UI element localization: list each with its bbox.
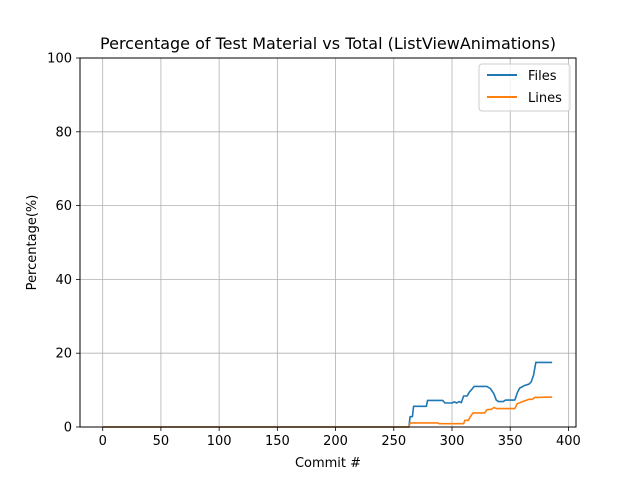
plot-area	[80, 58, 576, 427]
chart-title: Percentage of Test Material vs Total (Li…	[100, 34, 556, 53]
x-tick-label: 200	[323, 434, 348, 449]
x-tick-label: 300	[440, 434, 465, 449]
x-tick-label: 0	[99, 434, 107, 449]
y-axis: 0 20 40 60 80 100	[47, 52, 80, 436]
legend-label-lines: Lines	[528, 91, 562, 106]
y-tick-label: 80	[55, 125, 72, 140]
y-tick-label: 60	[55, 199, 72, 214]
x-axis: 0 50 100 150 200 250 300 350 400	[99, 427, 581, 449]
x-tick-label: 350	[498, 434, 523, 449]
y-tick-label: 0	[64, 421, 72, 436]
x-tick-label: 150	[265, 434, 290, 449]
x-tick-label: 100	[207, 434, 232, 449]
y-tick-label: 40	[55, 273, 72, 288]
x-tick-label: 50	[153, 434, 170, 449]
legend-label-files: Files	[528, 69, 557, 84]
y-tick-label: 100	[47, 52, 72, 67]
y-tick-label: 20	[55, 347, 72, 362]
x-axis-label: Commit #	[295, 456, 361, 471]
series-line-lines	[102, 396, 553, 428]
plot-frame	[79, 57, 577, 428]
y-axis-label: Percentage(%)	[25, 195, 40, 291]
x-tick-label: 400	[556, 434, 581, 449]
x-tick-label: 250	[381, 434, 406, 449]
legend: Files Lines	[478, 63, 571, 112]
series-layer	[102, 361, 553, 428]
series-line-files	[102, 361, 553, 428]
